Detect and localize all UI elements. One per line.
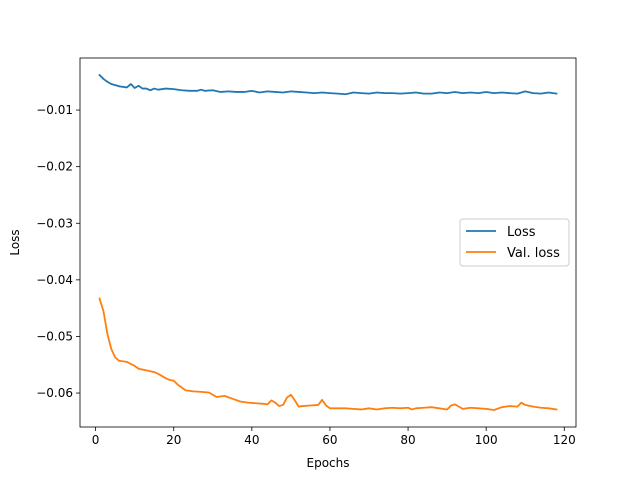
x-tick-label-0: 0 — [92, 433, 100, 447]
legend-label-loss: Loss — [507, 225, 536, 240]
y-tick-label-5: −0.01 — [36, 103, 73, 117]
series-layer — [98, 73, 558, 411]
series-line-loss — [98, 73, 558, 96]
x-tick-label-20: 20 — [166, 433, 181, 447]
y-tick-label-0: −0.06 — [36, 386, 73, 400]
y-tick-label-1: −0.05 — [36, 329, 73, 343]
y-axis-title: Loss — [8, 229, 22, 255]
y-tick-label-2: −0.04 — [36, 273, 73, 287]
legend: Loss Val. loss — [459, 218, 570, 267]
x-tick-label-120: 120 — [553, 433, 576, 447]
y-tick-label-4: −0.02 — [36, 160, 73, 174]
x-axis-title: Epochs — [307, 456, 350, 470]
y-tick-label-3: −0.03 — [36, 216, 73, 230]
x-tick-label-80: 80 — [400, 433, 415, 447]
x-tick-label-60: 60 — [322, 433, 337, 447]
x-tick-label-100: 100 — [475, 433, 498, 447]
series-line-val-loss — [98, 297, 558, 411]
y-axis-ticks: −0.06 −0.05 −0.04 −0.03 −0.02 −0.01 — [36, 103, 80, 400]
plot-frame — [79, 57, 577, 428]
x-tick-label-40: 40 — [244, 433, 259, 447]
x-axis-ticks: 0 20 40 60 80 100 120 — [92, 427, 576, 447]
legend-label-val-loss: Val. loss — [507, 246, 560, 261]
